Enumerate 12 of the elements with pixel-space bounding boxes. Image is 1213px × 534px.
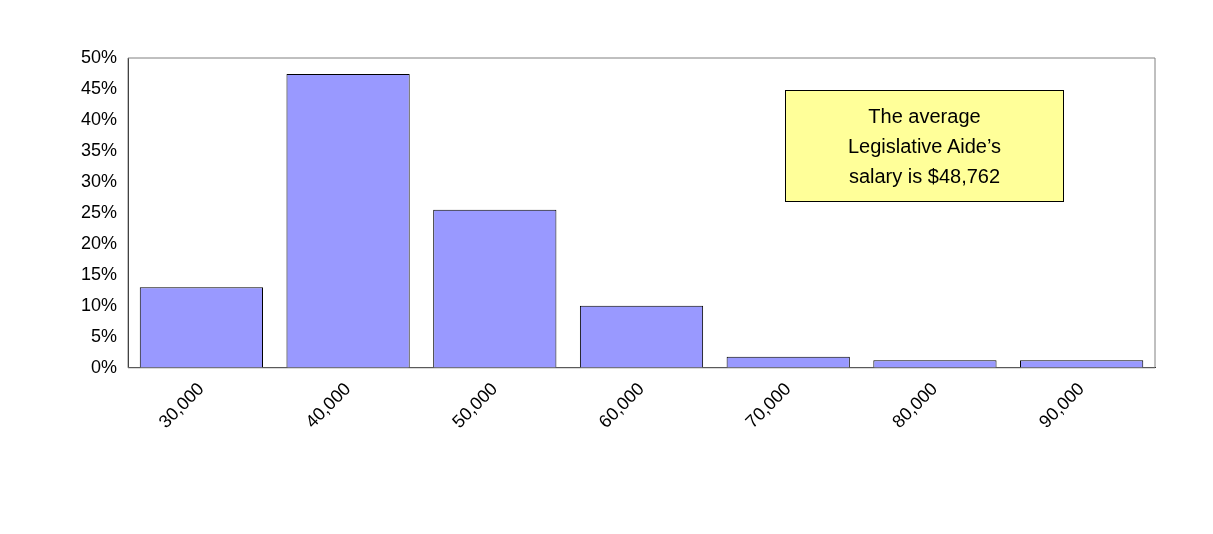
note-box: The average Legislative Aide’s salary is $48,762: [785, 90, 1064, 202]
y-tick-label: 50%: [81, 46, 118, 67]
y-tick-label: 40%: [81, 108, 118, 129]
y-tick-label: 15%: [81, 263, 118, 284]
y-tick-label: 20%: [81, 232, 118, 253]
y-tick-label: 10%: [81, 294, 118, 315]
y-tick-label: 45%: [81, 77, 118, 98]
y-tick-label: 35%: [81, 139, 118, 160]
y-tick-label: 5%: [91, 325, 118, 346]
y-tick-label: 30%: [81, 170, 118, 191]
y-tick-label: 25%: [81, 201, 118, 222]
y-tick-label: 0%: [91, 356, 118, 377]
